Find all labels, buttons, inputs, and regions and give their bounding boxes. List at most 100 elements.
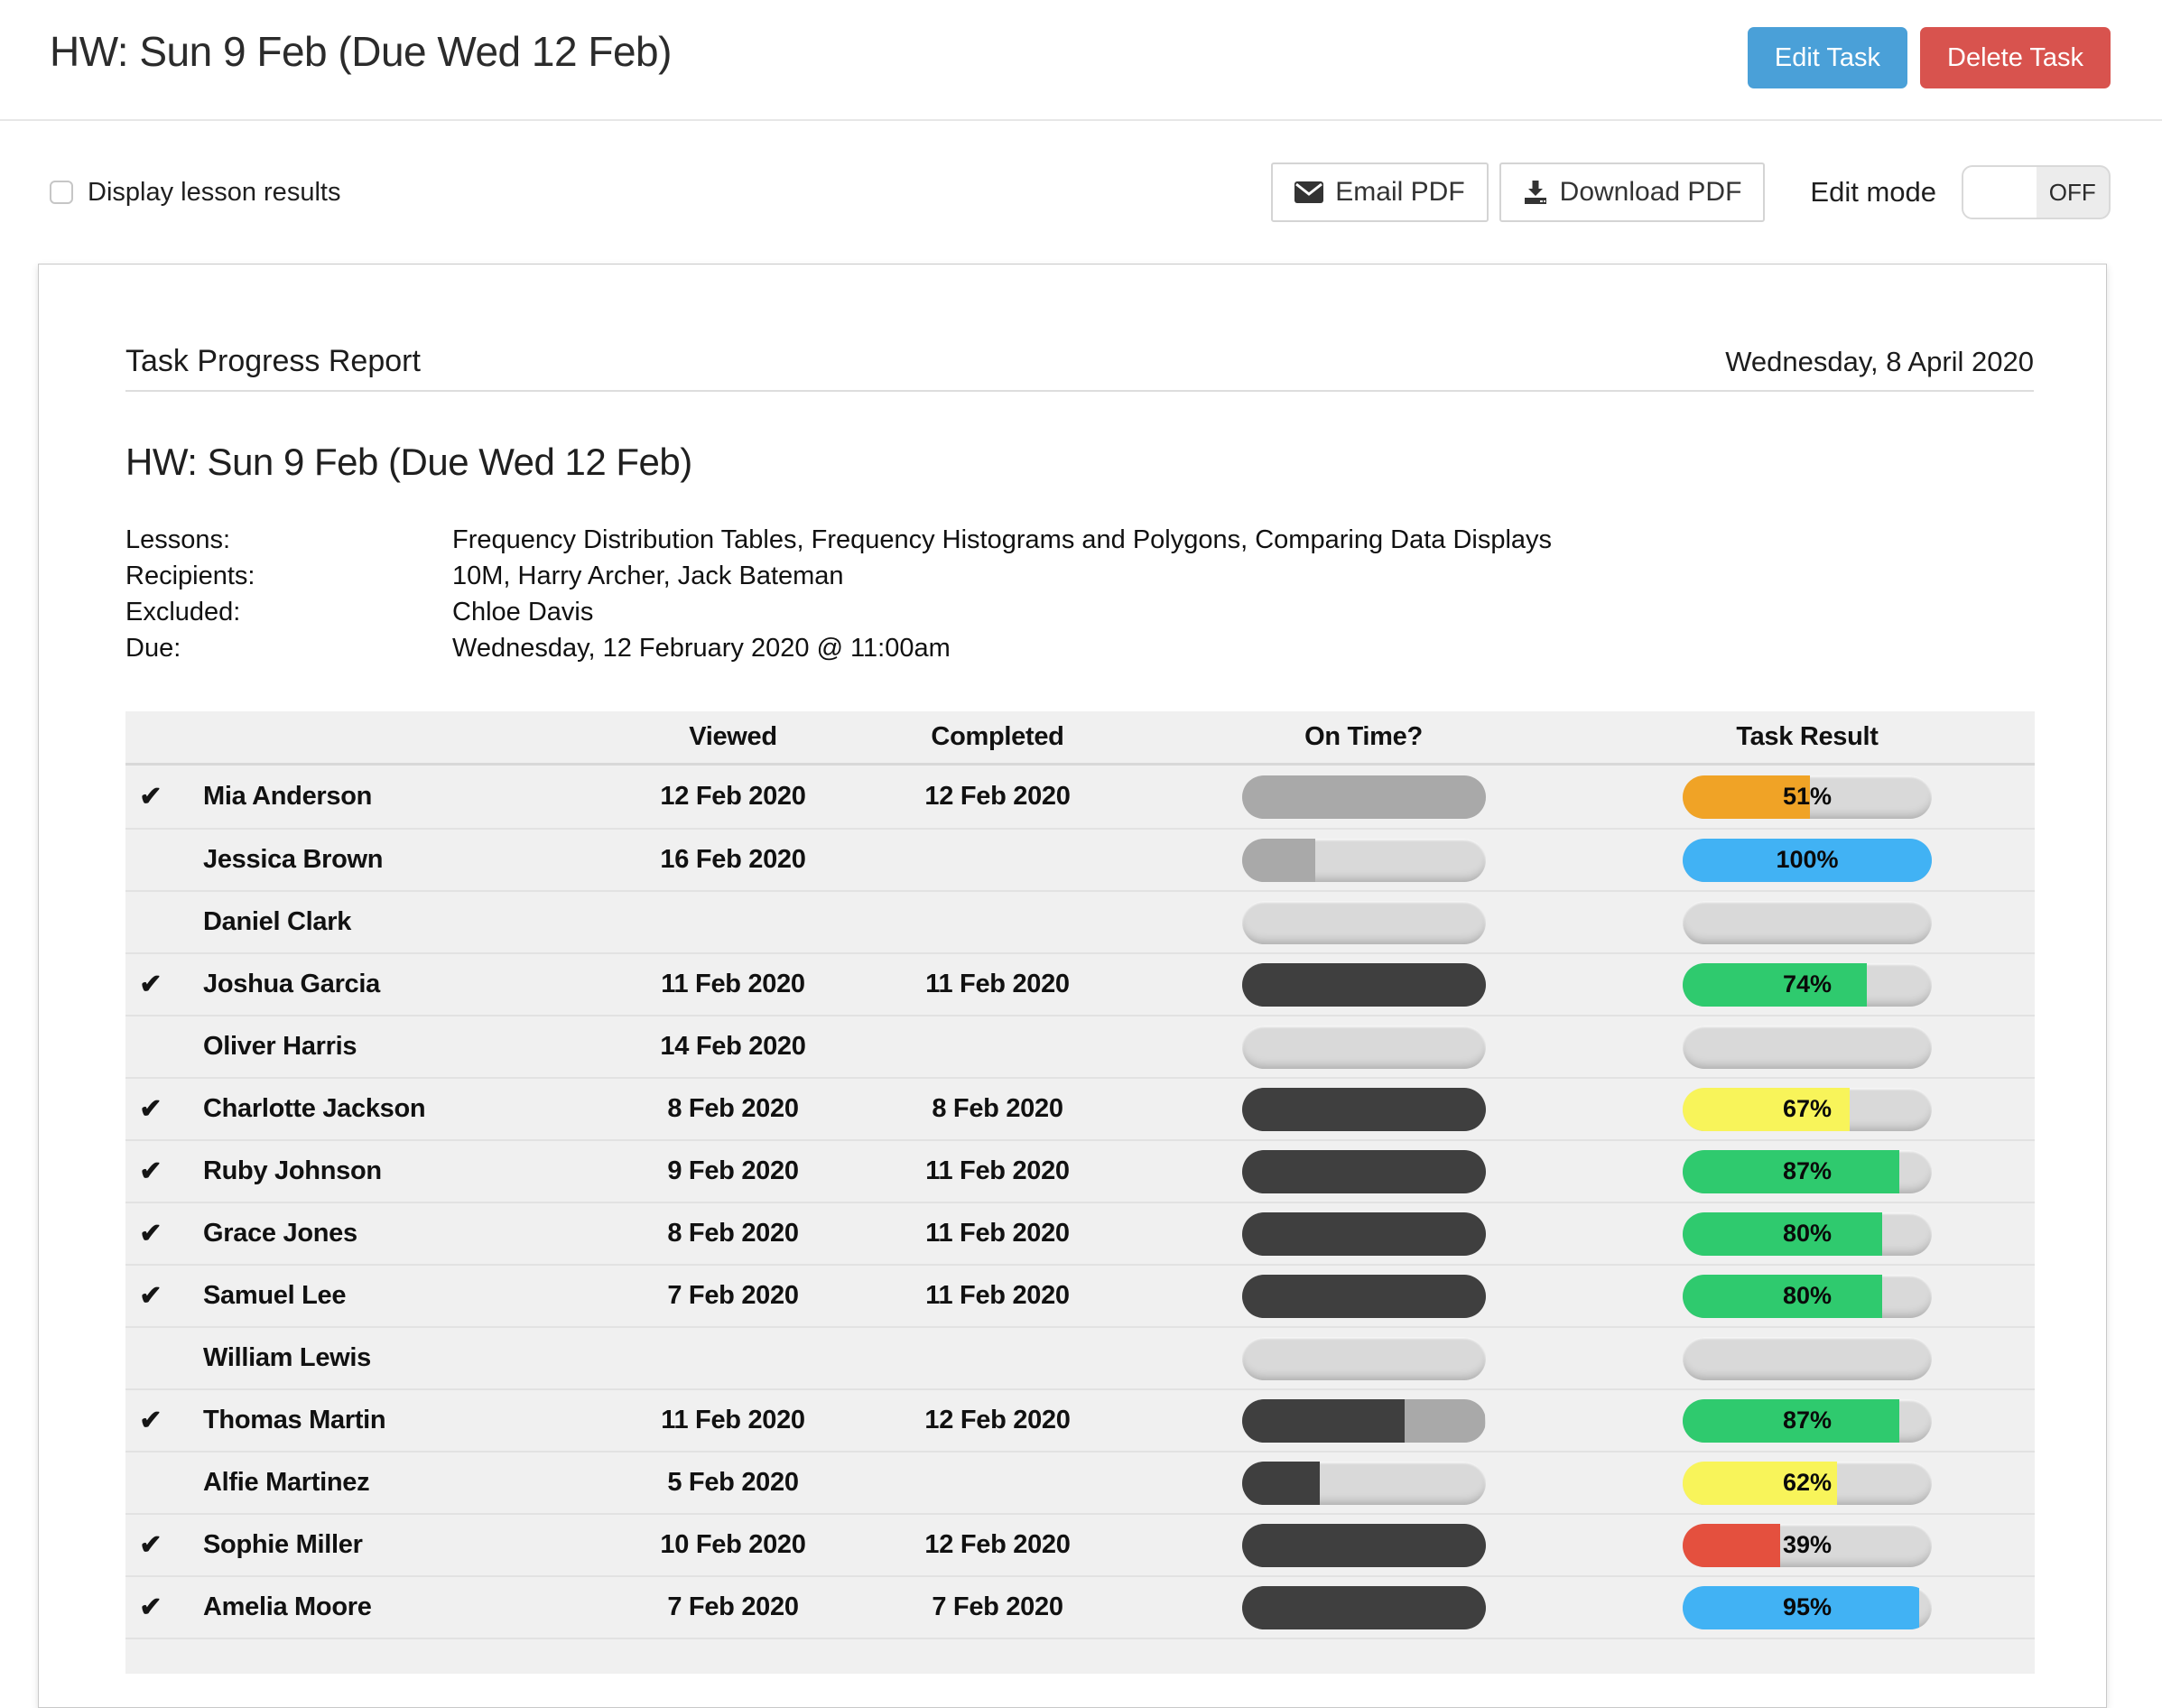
download-icon [1523,180,1548,205]
on-time-bar [1241,1585,1486,1629]
page-header: HW: Sun 9 Feb (Due Wed 12 Feb) Edit Task… [0,0,2162,121]
bar-fill [1241,1149,1486,1193]
task-result-percent: 80% [1782,1282,1833,1309]
table-row[interactable]: ✔ Sophie Miller 10 Feb 2020 12 Feb 2020 39% [125,1513,2035,1575]
task-result-cell: 80% [1580,1274,2035,1318]
delete-task-button[interactable]: Delete Task [1920,27,2111,88]
task-result-cell: 100% [1580,838,2035,882]
email-pdf-label: Email PDF [1335,177,1465,207]
student-name: Joshua Garcia [203,970,380,998]
check-icon: ✔ [139,782,162,812]
task-result-cell [1580,1336,2035,1380]
completed-date: 12 Feb 2020 [924,782,1071,811]
task-result-bar: 87% [1683,1398,1932,1443]
on-time-bar [1241,1523,1486,1567]
toolbar: Display lesson results Email PDF Down [0,121,2162,264]
bar-fill [1241,1523,1486,1567]
table-row[interactable]: ✔ Mia Anderson 12 Feb 2020 12 Feb 2020 51% [125,766,2035,828]
on-time-cell [1147,962,1580,1007]
table-row[interactable]: ✔ Joshua Garcia 11 Feb 2020 11 Feb 2020 74% [125,952,2035,1015]
student-name: Mia Anderson [203,782,373,811]
table-row[interactable]: ✔ Samuel Lee 7 Feb 2020 11 Feb 2020 80% [125,1264,2035,1326]
header-buttons: Edit Task Delete Task [1747,27,2111,88]
download-pdf-label: Download PDF [1559,177,1742,207]
report-heading: Task Progress Report [125,344,421,378]
on-time-cell [1147,1211,1580,1256]
task-result-bar: 80% [1683,1274,1932,1318]
on-time-bar [1241,1087,1486,1131]
table-row[interactable]: Alfie Martinez 5 Feb 2020 62% [125,1451,2035,1513]
viewed-date: 7 Feb 2020 [667,1592,799,1621]
viewed-date: 7 Feb 2020 [667,1281,799,1310]
task-result-bar: 62% [1683,1461,1932,1505]
completed-date: 11 Feb 2020 [925,1156,1070,1185]
bar-fill [1683,1274,1882,1318]
completed-check-cell: ✔ [125,1156,176,1187]
table-row[interactable]: Jessica Brown 16 Feb 2020 100% [125,828,2035,890]
viewed-date: 11 Feb 2020 [661,970,805,998]
on-time-cell [1147,838,1580,882]
display-lesson-results-checkbox[interactable] [50,181,73,204]
meta-row: Lessons: Frequency Distribution Tables, F… [125,522,2034,558]
task-result-cell [1580,900,2035,944]
table-row[interactable]: Oliver Harris 14 Feb 2020 [125,1015,2035,1077]
task-result-bar [1683,1336,1932,1380]
completed-check-cell: ✔ [125,1218,176,1249]
edit-mode-toggle[interactable]: OFF [1962,165,2111,219]
download-pdf-button[interactable]: Download PDF [1499,162,1766,222]
table-row[interactable]: ✔ Grace Jones 8 Feb 2020 11 Feb 2020 80% [125,1202,2035,1264]
toolbar-right: Email PDF Download PDF Edit mode OFF [1271,121,2111,264]
check-icon: ✔ [139,1094,162,1124]
on-time-cell [1147,775,1580,819]
student-name: Grace Jones [203,1219,357,1248]
table-row[interactable]: ✔ Thomas Martin 11 Feb 2020 12 Feb 2020 87% [125,1388,2035,1451]
viewed-date: 8 Feb 2020 [667,1094,799,1123]
edit-task-button[interactable]: Edit Task [1747,27,1907,88]
on-time-cell [1147,1336,1580,1380]
table-row[interactable]: ✔ Ruby Johnson 9 Feb 2020 11 Feb 2020 87% [125,1139,2035,1202]
display-lesson-results-control[interactable]: Display lesson results [50,178,340,208]
viewed-date: 14 Feb 2020 [660,1032,806,1061]
report-card: Task Progress Report Wednesday, 8 April … [38,264,2107,1708]
bar-fill [1241,1461,1320,1505]
on-time-bar [1241,1461,1486,1505]
meta-value: 10M, Harry Archer, Jack Bateman [452,562,844,590]
viewed-date: 8 Feb 2020 [667,1219,799,1248]
task-result-percent: 95% [1782,1593,1833,1620]
task-result-percent: 67% [1782,1095,1833,1122]
task-result-bar [1683,900,1932,944]
task-result-cell: 39% [1580,1523,2035,1567]
check-icon: ✔ [139,1156,162,1186]
completed-check-cell: ✔ [125,1280,176,1312]
bar-fill [1241,775,1486,819]
completed-date: 12 Feb 2020 [924,1530,1071,1559]
table-row[interactable]: ✔ Charlotte Jackson 8 Feb 2020 8 Feb 2020 67… [125,1077,2035,1139]
on-time-bar [1241,1336,1486,1380]
email-pdf-button[interactable]: Email PDF [1271,162,1489,222]
task-result-bar: 80% [1683,1211,1932,1256]
table-row[interactable]: ✔ Amelia Moore 7 Feb 2020 7 Feb 2020 95% [125,1575,2035,1638]
task-result-bar [1683,1025,1932,1069]
completed-check-cell: ✔ [125,1093,176,1125]
completed-date: 11 Feb 2020 [925,1219,1070,1248]
table-row[interactable]: Daniel Clark [125,890,2035,952]
task-result-bar: 51% [1683,775,1932,819]
on-time-cell [1147,1149,1580,1193]
table-row[interactable]: William Lewis [125,1326,2035,1388]
on-time-cell [1147,1025,1580,1069]
check-icon: ✔ [139,970,162,999]
on-time-bar [1241,962,1486,1007]
bar-fill [1683,1523,1780,1567]
bar-fill [1405,1398,1486,1443]
column-header-completed: Completed [931,722,1064,751]
bar-fill [1241,1087,1486,1131]
task-result-cell: 62% [1580,1461,2035,1505]
student-name: Oliver Harris [203,1032,357,1061]
task-result-percent: 51% [1782,783,1833,810]
completed-date: 8 Feb 2020 [932,1094,1063,1123]
next-row-sliver [125,1638,2035,1674]
progress-table: Viewed Completed On Time? Task Result ✔ Mia … [125,711,2035,1674]
meta-value: Wednesday, 12 February 2020 @ 11:00am [452,634,951,663]
student-name: Alfie Martinez [203,1468,370,1497]
display-lesson-results-label: Display lesson results [88,177,341,207]
